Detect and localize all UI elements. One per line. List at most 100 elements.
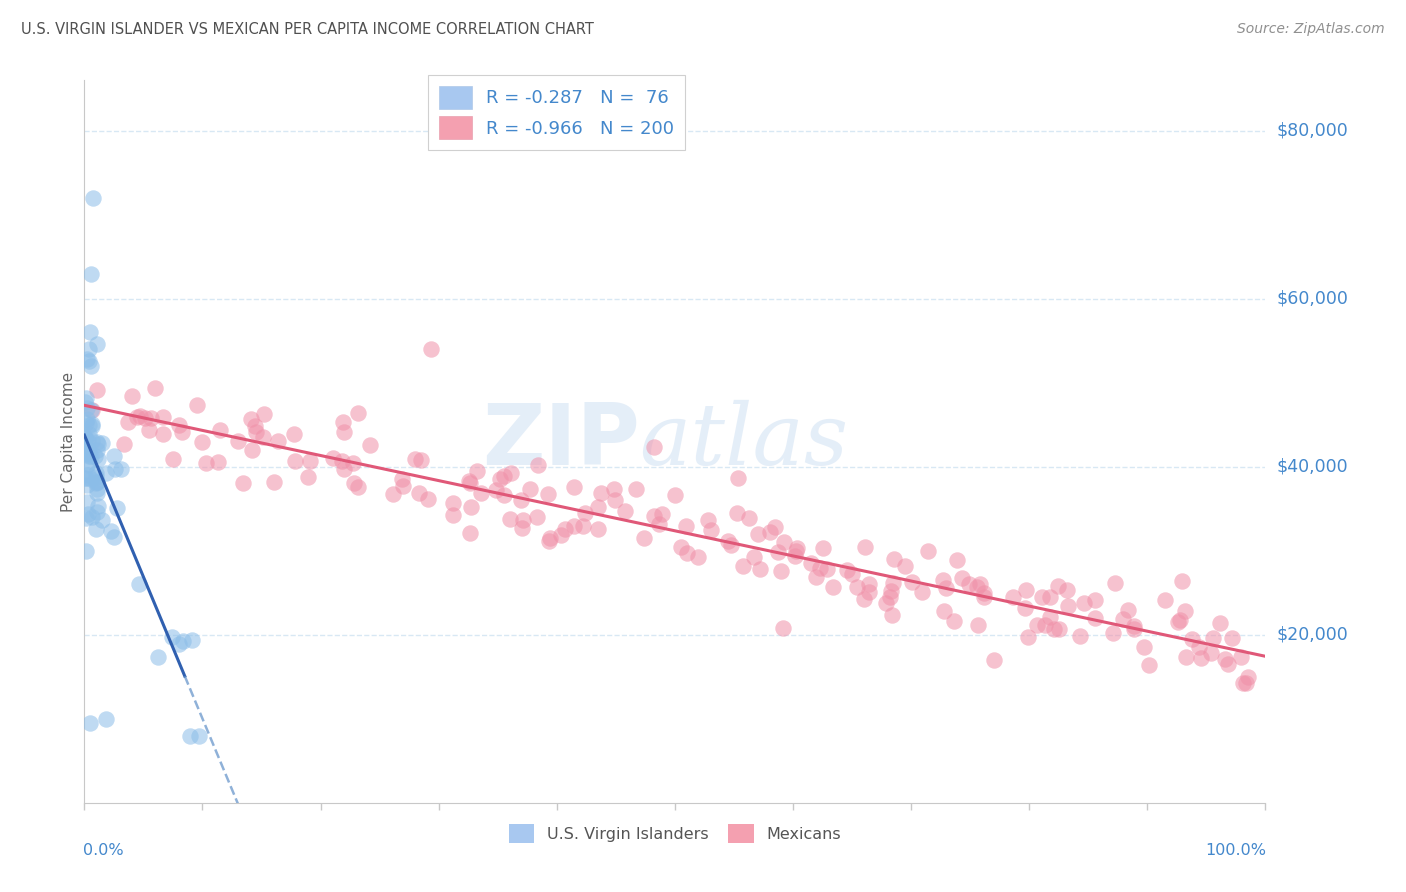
Point: [648, 517, 671, 532]
Text: $80,000: $80,000: [1277, 121, 1348, 140]
Point: [226, 434, 249, 448]
Point: [76, 458, 98, 472]
Point: [917, 543, 939, 558]
Point: [77, 507, 100, 521]
Point: [408, 485, 430, 500]
Point: [1031, 590, 1053, 604]
Point: [1046, 579, 1069, 593]
Point: [138, 423, 160, 437]
Point: [342, 456, 364, 470]
Point: [1137, 658, 1160, 673]
Point: [586, 522, 609, 536]
Point: [191, 434, 214, 449]
Point: [499, 467, 522, 481]
Point: [79, 716, 101, 731]
Point: [162, 630, 184, 644]
Point: [416, 491, 439, 506]
Point: [651, 507, 673, 521]
Point: [969, 577, 991, 591]
Point: [1118, 603, 1140, 617]
Point: [624, 482, 647, 496]
Point: [112, 437, 135, 451]
Point: [883, 552, 905, 566]
Point: [1230, 650, 1253, 665]
Point: [90, 514, 112, 528]
Point: [263, 475, 285, 489]
Point: [550, 528, 572, 542]
Point: [441, 495, 464, 509]
Point: [696, 513, 718, 527]
Point: [763, 520, 786, 534]
Point: [733, 558, 755, 573]
Point: [134, 410, 156, 425]
Point: [786, 541, 808, 555]
Point: [76, 411, 98, 425]
Point: [526, 458, 548, 472]
Point: [572, 518, 595, 533]
Point: [966, 580, 988, 594]
Point: [675, 518, 697, 533]
Point: [188, 729, 211, 743]
Point: [1033, 618, 1056, 632]
Point: [835, 563, 858, 577]
Point: [128, 576, 150, 591]
Point: [75, 391, 97, 405]
Point: [1104, 575, 1126, 590]
Point: [808, 561, 831, 575]
Point: [77, 342, 100, 356]
Point: [614, 504, 637, 518]
Point: [470, 485, 492, 500]
Point: [1043, 622, 1066, 636]
Point: [84, 466, 107, 480]
Text: $20,000: $20,000: [1277, 626, 1348, 644]
Point: [1133, 640, 1156, 655]
Point: [283, 426, 305, 441]
Text: atlas: atlas: [640, 401, 849, 483]
Point: [932, 603, 955, 617]
Point: [409, 453, 432, 467]
Point: [82, 509, 104, 524]
Point: [162, 451, 184, 466]
Point: [104, 462, 127, 476]
Point: [75, 416, 97, 430]
Point: [117, 415, 139, 429]
Point: [586, 500, 609, 515]
Point: [167, 637, 190, 651]
Point: [488, 472, 510, 486]
Point: [80, 450, 103, 464]
Point: [759, 525, 782, 540]
Point: [75, 544, 97, 558]
Point: [510, 493, 533, 508]
Point: [699, 523, 721, 537]
Point: [1123, 619, 1146, 633]
Point: [86, 475, 108, 490]
Point: [73, 432, 96, 446]
Point: [103, 450, 125, 464]
Point: [86, 436, 108, 450]
Point: [1047, 622, 1070, 636]
Point: [127, 410, 149, 425]
Text: U.S. VIRGIN ISLANDER VS MEXICAN PER CAPITA INCOME CORRELATION CHART: U.S. VIRGIN ISLANDER VS MEXICAN PER CAPI…: [21, 22, 593, 37]
Point: [564, 518, 586, 533]
Point: [880, 607, 903, 622]
Point: [77, 449, 100, 463]
Point: [73, 395, 96, 409]
Point: [77, 445, 100, 459]
Point: [806, 570, 828, 584]
Point: [90, 435, 112, 450]
Point: [239, 412, 262, 426]
Point: [1202, 631, 1225, 645]
Point: [943, 614, 966, 628]
Point: [1199, 646, 1222, 660]
Point: [744, 549, 766, 564]
Text: Source: ZipAtlas.com: Source: ZipAtlas.com: [1237, 22, 1385, 37]
Point: [1039, 610, 1062, 624]
Point: [86, 337, 108, 351]
Point: [77, 446, 100, 460]
Point: [785, 543, 807, 558]
Point: [284, 454, 307, 468]
Point: [96, 467, 118, 481]
Point: [86, 475, 108, 490]
Point: [75, 510, 97, 524]
Point: [86, 483, 108, 497]
